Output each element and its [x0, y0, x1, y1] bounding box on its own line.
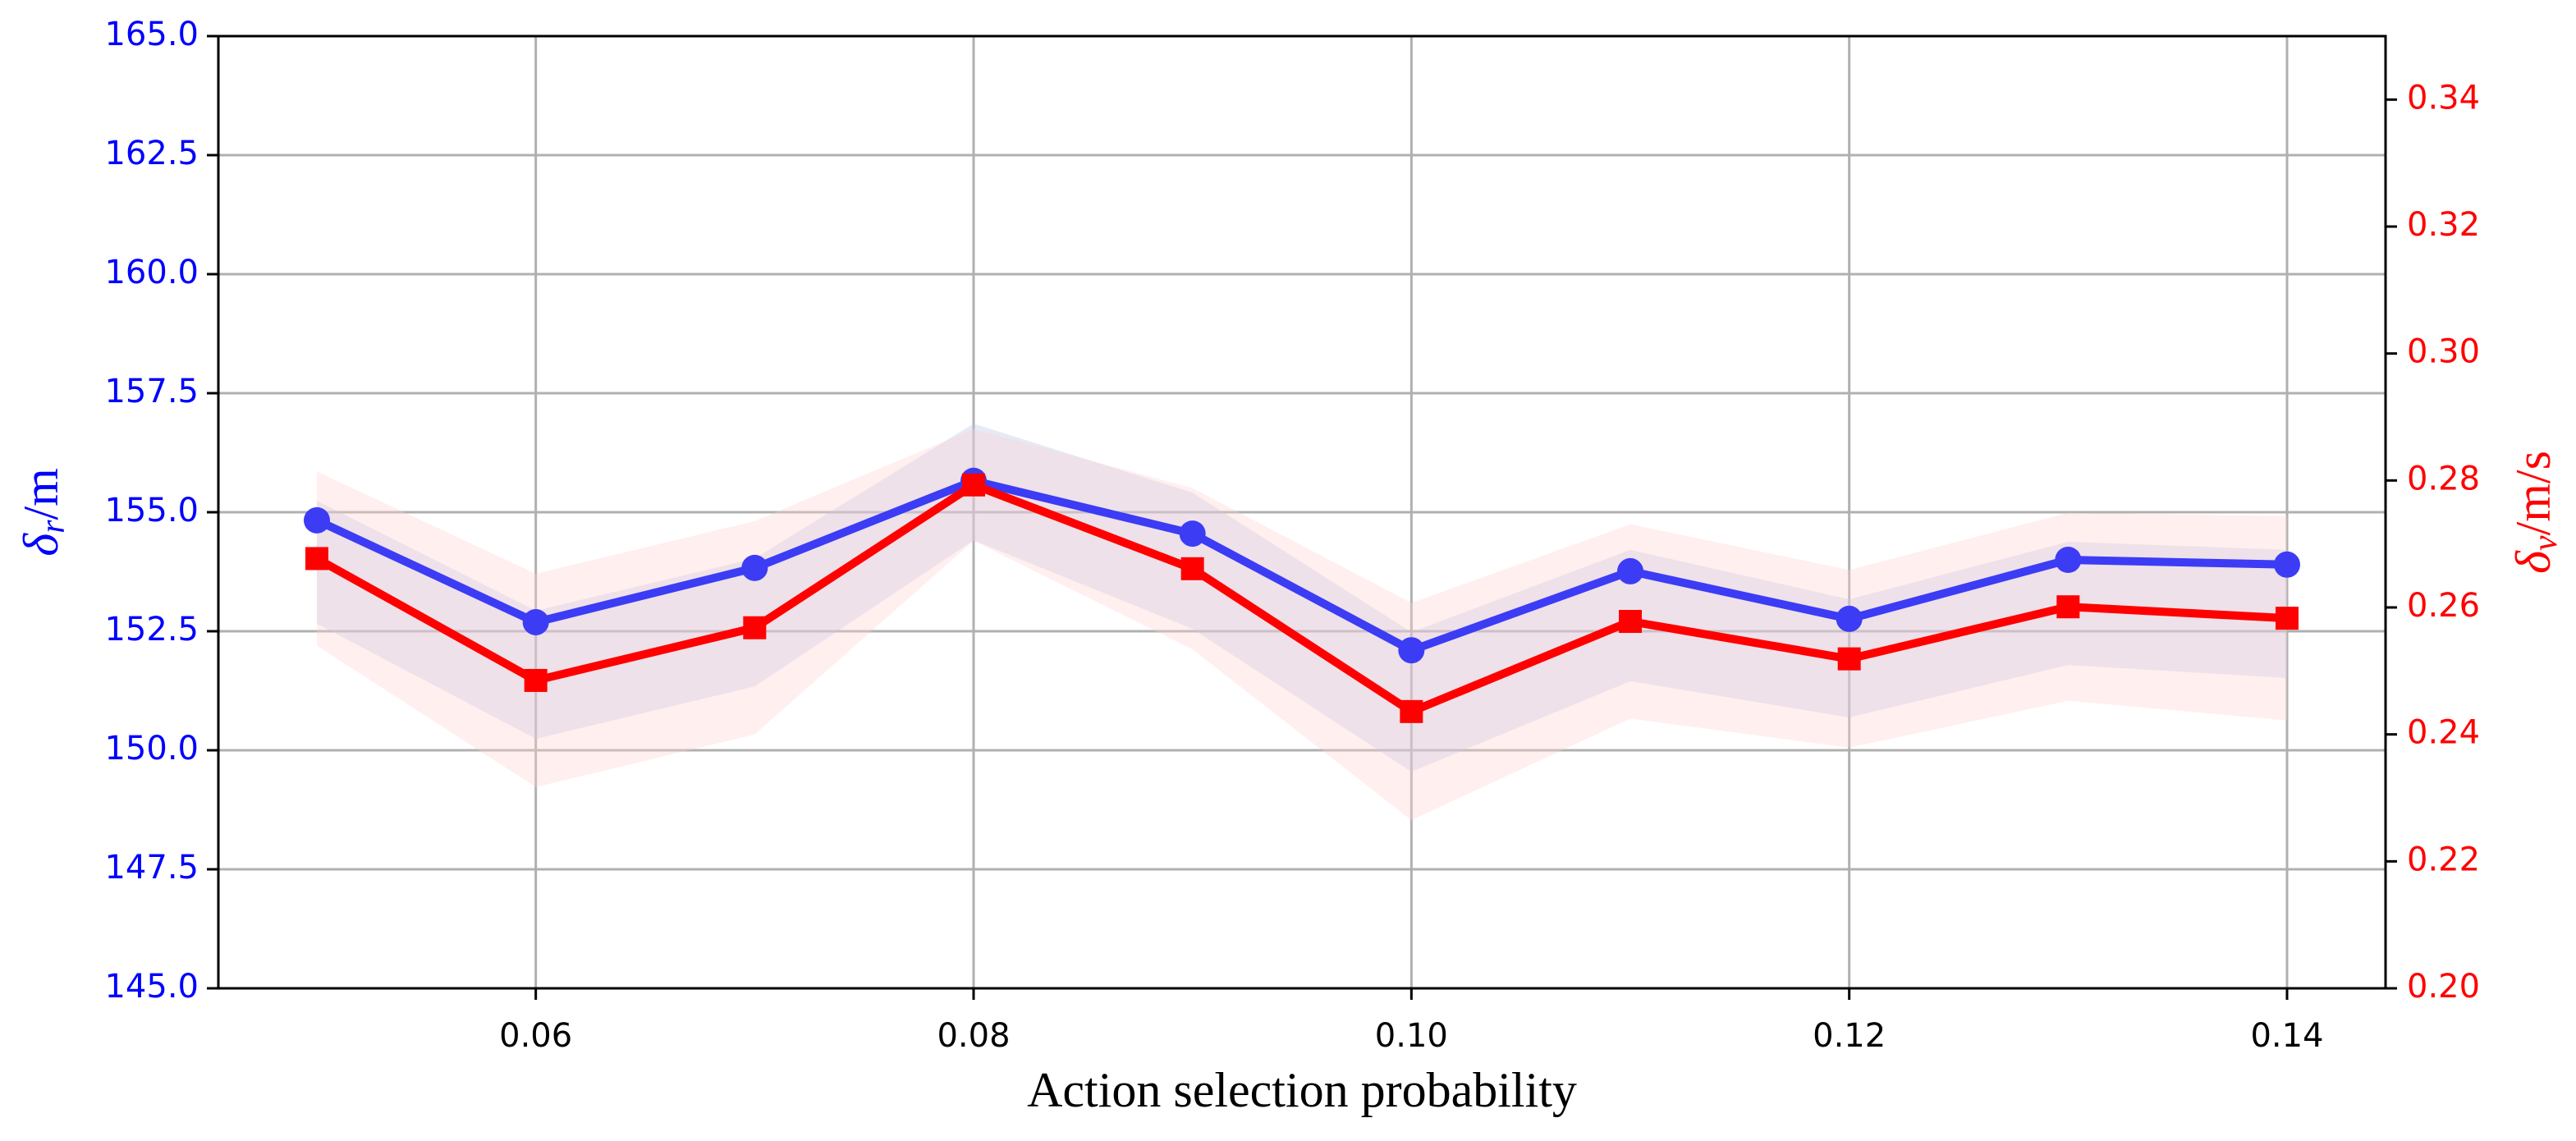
series-line — [314, 476, 2288, 655]
y2-tick-label: 0.24 — [2407, 714, 2480, 752]
y2-axis-label: δv/m/s — [2506, 451, 2565, 574]
marker — [2274, 551, 2300, 578]
marker — [1619, 610, 1642, 634]
marker — [743, 616, 767, 639]
y-tick-label: 160.0 — [104, 254, 199, 291]
marker — [1400, 699, 1423, 723]
marker — [1398, 637, 1425, 664]
y2-tick-label: 0.30 — [2407, 333, 2480, 371]
plot-frame — [217, 34, 2387, 990]
marker — [305, 547, 328, 570]
y2-tick-label: 0.20 — [2407, 968, 2480, 1006]
series-line — [314, 480, 2288, 716]
marker — [524, 668, 548, 692]
y-axis-label: δr/m — [14, 468, 72, 557]
x-tick-label: 0.08 — [937, 1017, 1010, 1055]
marker — [304, 506, 330, 534]
marker — [522, 608, 549, 635]
y-tick-label: 165.0 — [104, 16, 199, 53]
y-tick-label: 145.0 — [104, 968, 199, 1006]
marker — [741, 554, 768, 581]
marker — [2056, 595, 2080, 619]
y2-label-subscript: v — [2527, 535, 2565, 551]
y-label-symbol: δ — [14, 533, 68, 557]
x-tick-label: 0.06 — [499, 1017, 572, 1055]
y-tick-label: 155.0 — [104, 492, 199, 529]
marker — [1180, 557, 1204, 580]
x-tick-label: 0.12 — [1813, 1017, 1886, 1055]
x-tick-label: 0.10 — [1375, 1017, 1448, 1055]
y2-tick-label: 0.26 — [2407, 587, 2480, 625]
confidence-band — [317, 424, 2287, 772]
y2-tick-label: 0.34 — [2407, 79, 2480, 117]
x-axis-label: Action selection probability — [1027, 1063, 1577, 1117]
x-tick-label: 0.14 — [2250, 1017, 2323, 1055]
y2-label-symbol: δ — [2506, 550, 2560, 574]
marker — [962, 473, 985, 497]
marker — [2276, 607, 2299, 630]
marker — [1617, 557, 1643, 584]
marker — [1837, 647, 1861, 671]
y-tick-label: 157.5 — [104, 373, 199, 410]
y2-tick-label: 0.28 — [2407, 460, 2480, 497]
marker — [1836, 605, 1863, 632]
y-label-subscript: r — [34, 520, 72, 534]
marker — [2055, 547, 2082, 573]
y-tick-label: 147.5 — [104, 849, 199, 887]
y2-tick-label: 0.32 — [2407, 206, 2480, 244]
confidence-band — [317, 428, 2287, 821]
y-tick-label: 162.5 — [104, 135, 199, 172]
y2-label-unit: /m/s — [2506, 451, 2560, 535]
y-tick-label: 150.0 — [104, 730, 199, 768]
y-label-unit: /m — [14, 468, 68, 520]
y2-tick-label: 0.22 — [2407, 841, 2480, 878]
marker — [1179, 520, 1206, 548]
y-tick-label: 152.5 — [104, 611, 199, 648]
